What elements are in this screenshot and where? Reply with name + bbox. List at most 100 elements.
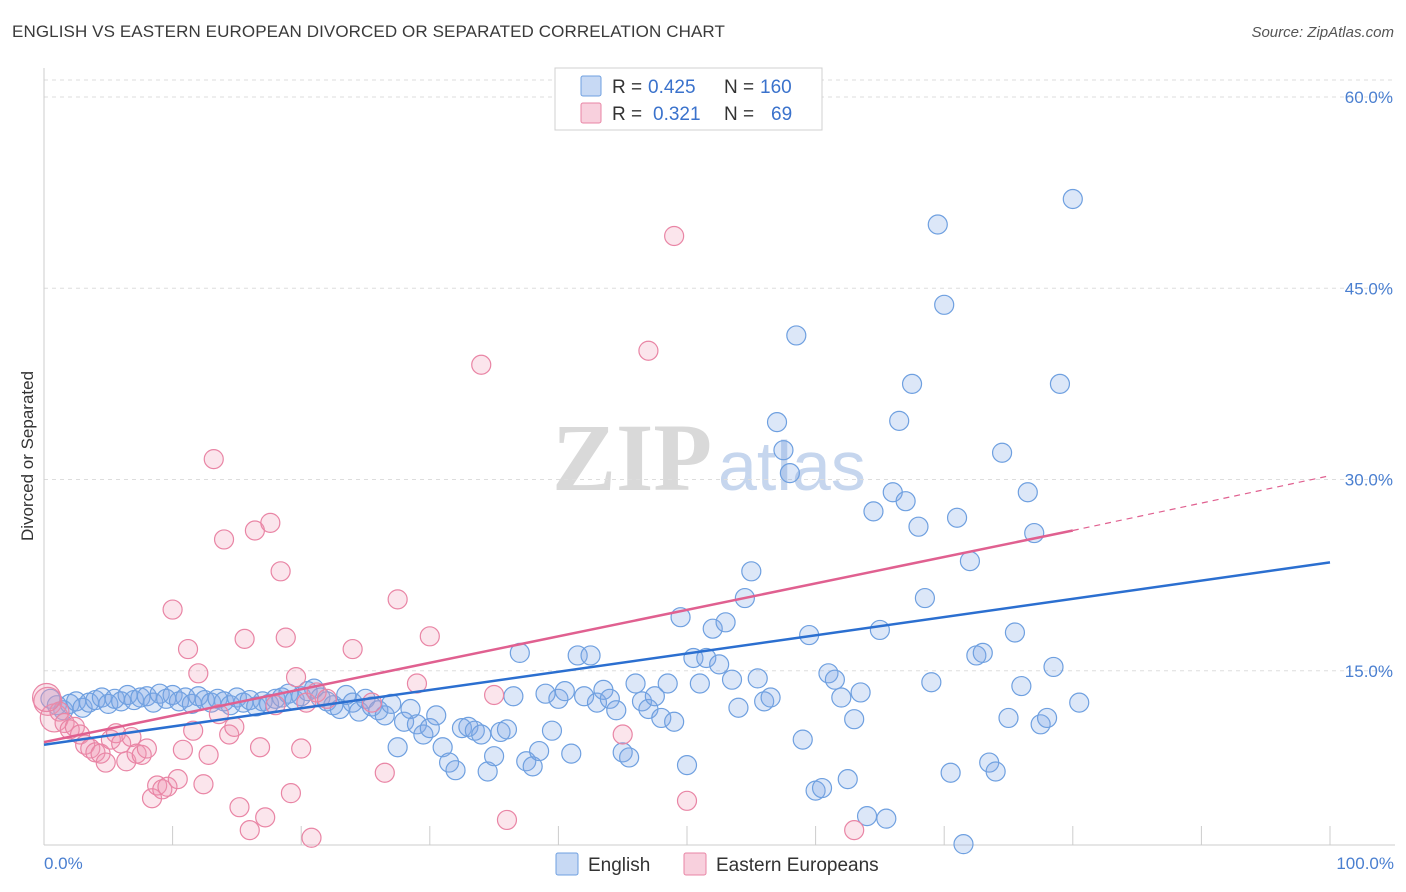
chart-source: Source: ZipAtlas.com: [1251, 24, 1394, 41]
eastern-point-62: [496, 809, 518, 831]
english-point-127: [856, 805, 878, 827]
english-point-75: [522, 756, 543, 777]
english-point-63: [445, 760, 466, 781]
english-point-109: [741, 561, 762, 582]
english-point-54: [387, 737, 408, 758]
legend-box: [554, 67, 823, 131]
eastern-point-41: [249, 737, 271, 758]
eastern-point-22: [152, 779, 173, 800]
eastern-european-points: [31, 225, 865, 848]
english-point-138: [927, 214, 948, 235]
english-point-117: [792, 729, 813, 750]
english-point-142: [953, 834, 974, 855]
bottom-legend-label-eastern: Eastern Europeans: [716, 855, 879, 876]
english-point-103: [702, 618, 723, 639]
eastern-point-23: [157, 776, 178, 797]
english-point-87: [599, 688, 620, 709]
eastern-point-19: [136, 738, 157, 759]
english-point-115: [779, 463, 800, 484]
english-point-66: [464, 720, 485, 741]
english-point-97: [664, 711, 685, 732]
english-point-101: [689, 673, 710, 694]
eastern-point-48: [285, 667, 307, 688]
x-tick-label-max: 100.0%: [1336, 854, 1394, 873]
english-point-80: [554, 681, 575, 702]
eastern-point-42: [255, 807, 276, 828]
watermark-atlas: atlas: [718, 427, 866, 505]
english-point-120: [811, 777, 833, 799]
english-point-57: [406, 714, 428, 735]
legend-swatch-eastern: [580, 102, 602, 124]
english-point-83: [574, 686, 595, 707]
watermark-zip: ZIP: [552, 404, 712, 511]
legend-r-label-english: R =: [612, 77, 642, 98]
bottom-legend: English Eastern Europeans: [555, 852, 879, 876]
eastern-point-31: [198, 744, 219, 766]
eastern-point-25: [167, 769, 188, 790]
eastern-point-11: [95, 752, 116, 773]
english-point-88: [606, 700, 627, 721]
english-point-112: [760, 687, 781, 708]
legend: R = 0.425 N = 160 R = 0.321 N = 69: [554, 67, 823, 131]
english-point-99: [676, 754, 698, 776]
english-point-67: [471, 724, 492, 745]
y-tick-label-3: 60.0%: [1345, 88, 1393, 107]
english-point-129: [869, 619, 891, 641]
eastern-point-26: [172, 739, 193, 760]
english-point-152: [1017, 482, 1038, 503]
english-point-104: [709, 654, 730, 675]
english-point-110: [747, 668, 768, 689]
english-point-147: [985, 761, 1006, 782]
english-point-140: [940, 762, 961, 783]
legend-swatch-english: [580, 75, 602, 97]
english-point-76: [529, 740, 550, 762]
eastern-point-43: [260, 512, 281, 533]
english-points: [40, 188, 1090, 855]
english-point-68: [477, 761, 498, 782]
english-point-85: [586, 692, 608, 713]
watermark: ZIP atlas: [552, 404, 866, 511]
trendlines: [43, 475, 1331, 746]
y-tick-label-1: 30.0%: [1345, 471, 1393, 490]
eastern-point-49: [291, 738, 312, 759]
eastern-point-38: [234, 628, 255, 649]
legend-r-label-eastern: R =: [612, 104, 642, 125]
english-point-72: [503, 686, 524, 707]
eastern-point-68: [31, 682, 62, 713]
english-point-65: [458, 716, 479, 737]
legend-r-value-eastern: 0.321: [653, 104, 701, 125]
bottom-legend-label-english: English: [588, 855, 650, 876]
eastern-point-67: [844, 820, 865, 841]
legend-n-label-english: N =: [724, 77, 754, 98]
eastern-point-56: [374, 762, 395, 783]
english-point-56: [400, 698, 421, 720]
eastern-point-63: [612, 724, 633, 745]
eastern-point-36: [224, 716, 245, 737]
legend-n-label-eastern: N =: [724, 104, 754, 125]
english-point-128: [863, 501, 884, 522]
eastern-point-15: [116, 751, 137, 772]
eastern-trendline: [43, 529, 1074, 744]
eastern-point-59: [419, 626, 440, 647]
english-point-126: [850, 682, 871, 703]
eastern-point-24: [162, 599, 183, 620]
eastern-point-39: [239, 820, 260, 841]
english-point-135: [908, 516, 929, 537]
eastern-point-4: [59, 719, 80, 740]
english-point-81: [561, 743, 582, 764]
english-point-143: [959, 550, 981, 572]
eastern-point-65: [664, 225, 685, 247]
english-point-157: [1049, 373, 1071, 394]
eastern-point-46: [275, 627, 296, 648]
english-point-130: [876, 808, 897, 829]
english-point-64: [451, 718, 473, 739]
english-point-91: [625, 673, 646, 694]
english-point-122: [824, 669, 845, 690]
x-tick-label-min: 0.0%: [44, 854, 83, 873]
english-point-159: [1069, 692, 1090, 713]
english-point-60: [426, 705, 447, 726]
english-point-102: [696, 647, 717, 669]
english-point-136: [914, 587, 936, 609]
english-point-137: [921, 672, 942, 693]
english-point-94: [644, 686, 665, 707]
